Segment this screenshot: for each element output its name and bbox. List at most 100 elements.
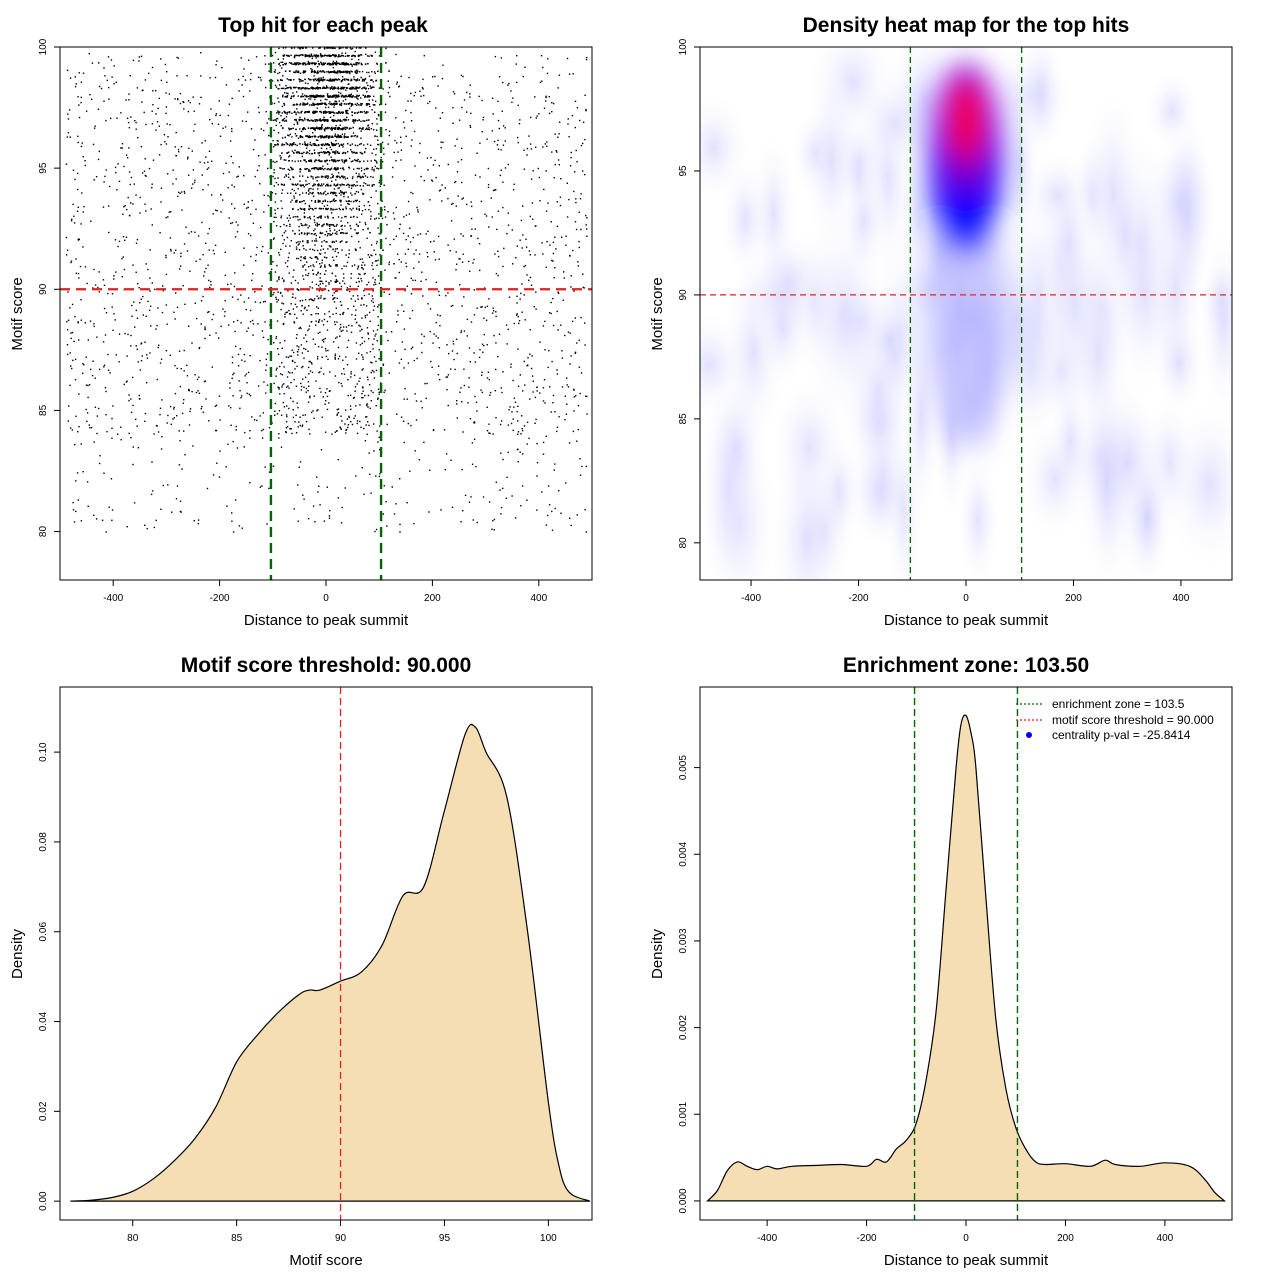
scatter-point xyxy=(342,273,345,275)
scatter-point xyxy=(429,308,432,310)
scatter-point xyxy=(488,423,490,425)
scatter-point xyxy=(305,95,308,97)
scatter-point xyxy=(295,184,298,186)
scatter-point xyxy=(144,158,146,160)
scatter-point xyxy=(204,140,206,142)
scatter-point xyxy=(310,53,312,55)
scatter-point xyxy=(586,217,588,219)
scatter-point xyxy=(355,159,357,162)
scatter-point xyxy=(188,174,190,176)
scatter-point xyxy=(408,76,410,79)
scatter-point xyxy=(377,324,379,327)
scatter-point xyxy=(285,116,288,118)
scatter-point xyxy=(297,70,299,72)
scatter-point xyxy=(413,130,416,133)
scatter-point xyxy=(246,382,248,384)
scatter-point xyxy=(538,113,540,115)
scatter-point xyxy=(342,167,344,169)
scatter-point xyxy=(343,63,345,65)
scatter-point xyxy=(355,475,357,477)
scatter-point xyxy=(493,529,495,531)
scatter-point xyxy=(286,112,288,114)
scatter-point xyxy=(408,213,411,215)
scatter-point xyxy=(351,314,353,316)
scatter-point xyxy=(76,210,79,212)
scatter-point xyxy=(313,54,315,56)
scatter-point xyxy=(377,398,379,400)
scatter-point xyxy=(290,397,292,399)
scatter-point xyxy=(337,143,339,145)
scatter-point xyxy=(283,104,286,106)
scatter-point xyxy=(93,514,95,516)
scatter-point xyxy=(309,397,311,399)
scatter-point xyxy=(329,509,331,512)
scatter-point xyxy=(544,402,546,404)
scatter-point xyxy=(69,352,71,354)
scatter-point xyxy=(288,407,290,410)
scatter-point xyxy=(183,101,185,104)
scatter-point xyxy=(76,172,79,175)
scatter-point xyxy=(445,295,447,297)
scatter-point xyxy=(557,159,560,161)
scatter-point xyxy=(292,416,295,419)
scatter-point xyxy=(365,112,368,114)
scatter-point xyxy=(565,482,567,484)
scatter-point xyxy=(374,135,376,137)
scatter-point xyxy=(566,403,568,405)
scatter-point xyxy=(178,464,181,466)
scatter-point xyxy=(107,205,110,207)
scatter-point xyxy=(308,168,310,171)
scatter-point xyxy=(556,430,558,433)
scatter-point xyxy=(356,216,358,218)
scatter-point xyxy=(374,111,376,113)
scatter-point xyxy=(368,71,370,74)
scatter-point xyxy=(321,280,323,283)
scatter-point xyxy=(300,389,303,391)
scatter-point xyxy=(552,402,554,404)
scatter-point xyxy=(319,192,322,194)
scatter-point xyxy=(313,219,316,221)
scatter-point xyxy=(437,85,439,87)
scatter-point xyxy=(508,409,510,411)
scatter-point xyxy=(492,307,494,309)
scatter-point xyxy=(341,240,343,242)
scatter-point xyxy=(384,216,387,218)
scatter-point xyxy=(344,178,347,180)
scatter-point xyxy=(305,47,307,49)
scatter-point xyxy=(556,373,559,375)
scatter-point xyxy=(65,236,68,239)
scatter-point xyxy=(198,376,200,378)
scatter-point xyxy=(290,47,293,49)
scatter-point xyxy=(73,222,76,224)
scatter-point xyxy=(210,108,212,110)
scatter-point xyxy=(86,282,88,285)
scatter-point xyxy=(306,87,308,90)
scatter-point xyxy=(301,136,303,138)
scatter-point xyxy=(565,235,567,237)
scatter-point xyxy=(327,96,329,98)
scatter-point xyxy=(363,78,365,81)
scatter-point xyxy=(332,87,334,89)
scatter-point xyxy=(177,57,180,59)
scatter-point xyxy=(177,98,179,101)
scatter-point xyxy=(558,133,560,135)
scatter-point xyxy=(352,86,355,89)
scatter-point xyxy=(367,125,369,127)
scatter-point xyxy=(586,228,588,230)
scatter-point xyxy=(360,47,362,49)
scatter-point xyxy=(446,389,448,391)
scatter-point xyxy=(316,144,318,147)
scatter-point xyxy=(185,226,187,228)
scatter-point xyxy=(302,175,304,177)
scatter-point xyxy=(470,321,473,323)
scatter-point xyxy=(491,97,494,99)
scatter-point xyxy=(278,47,280,50)
scatter-point xyxy=(292,176,294,178)
scatter-point xyxy=(184,192,186,194)
scatter-point xyxy=(298,55,300,57)
scatter-point xyxy=(286,143,288,145)
scatter-point xyxy=(336,430,338,432)
scatter-point xyxy=(286,92,288,94)
scatter-point xyxy=(98,291,100,293)
scatter-point xyxy=(377,306,379,308)
